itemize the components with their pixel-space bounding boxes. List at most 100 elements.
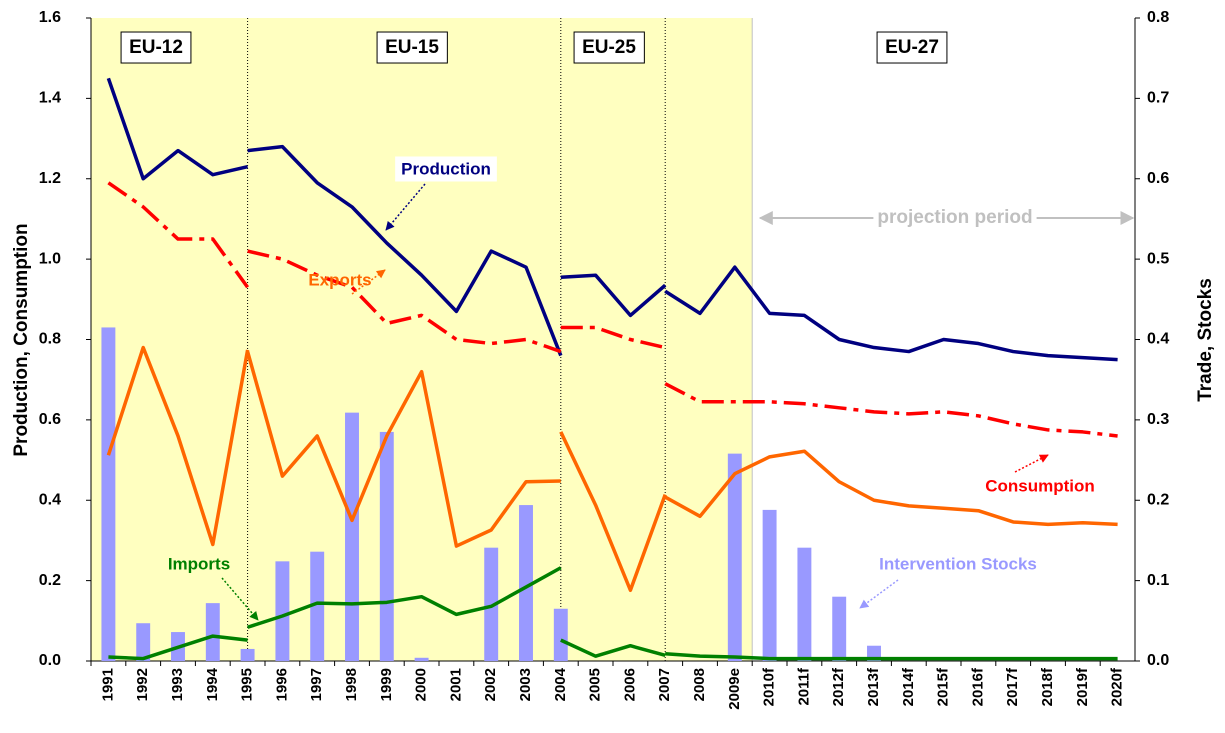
x-tick-label: 2010f <box>761 667 778 706</box>
line <box>107 181 250 289</box>
bar <box>414 657 429 661</box>
y-tick-label: 0.2 <box>39 572 61 589</box>
x-tick-label: 2020f <box>1109 667 1126 706</box>
line <box>560 638 666 658</box>
y2-axis-title: Trade, Stocks <box>1195 278 1216 402</box>
line <box>664 382 1118 438</box>
annotation-label: Intervention Stocks <box>879 554 1037 573</box>
y-tick-label: 1.2 <box>39 170 61 187</box>
x-tick-label: 2012f <box>830 667 847 706</box>
line <box>245 351 561 548</box>
period-text: EU-27 <box>885 37 939 58</box>
annotation-label: Consumption <box>985 476 1095 495</box>
line <box>560 273 667 318</box>
annotation-bg <box>873 551 1043 577</box>
x-tick-label: 2008 <box>691 668 708 701</box>
x-tick-label: 2000 <box>413 668 430 701</box>
line <box>108 634 248 661</box>
annotation-arrow <box>859 579 899 609</box>
bar <box>345 412 359 661</box>
x-tick-label: 2009e <box>726 668 743 710</box>
y2-tick-label: 0.3 <box>1147 411 1169 428</box>
x-tick-label: 2017f <box>1004 667 1021 706</box>
x-tick-label: 1997 <box>308 668 325 701</box>
annotation-bg <box>979 473 1101 499</box>
period-label: EU-12 <box>120 31 192 64</box>
period-box <box>876 31 948 64</box>
x-tick-label: 1992 <box>134 668 151 701</box>
x-tick-label: 2002 <box>482 668 499 701</box>
annotation-arrow <box>351 269 386 295</box>
bar <box>379 431 394 661</box>
bar <box>797 547 812 661</box>
x-tick-label: 1995 <box>239 668 256 701</box>
bar <box>205 603 220 661</box>
x-tick-label: 1991 <box>99 668 116 701</box>
x-tick-label: 2013f <box>865 667 882 706</box>
bar <box>553 608 568 661</box>
annotation-bg <box>395 156 497 182</box>
period-label: EU-25 <box>573 31 645 64</box>
line <box>106 77 248 181</box>
period-box <box>376 31 448 64</box>
x-tick-label: 2005 <box>587 668 604 701</box>
y-tick-label: 0.6 <box>39 411 61 428</box>
x-tick-label: 2018f <box>1039 667 1056 706</box>
x-tick-label: 2004 <box>552 667 569 701</box>
x-tick-label: 2007 <box>656 668 673 701</box>
period-label: EU-15 <box>376 31 448 64</box>
bar <box>484 547 499 661</box>
line <box>247 249 562 354</box>
annotation-label: Production <box>401 159 491 178</box>
line <box>106 345 250 547</box>
y2-tick-label: 0.0 <box>1147 652 1169 669</box>
y-tick-label: 0.0 <box>39 652 61 669</box>
bar <box>275 561 290 661</box>
line <box>665 652 1118 661</box>
x-tick-label: 1999 <box>378 668 395 701</box>
line <box>664 449 1118 527</box>
x-tick-label: 2003 <box>517 668 534 701</box>
x-tick-label: 2006 <box>621 668 638 701</box>
x-tick-label: 1996 <box>273 668 290 701</box>
period-text: EU-25 <box>582 37 636 58</box>
y2-tick-label: 0.1 <box>1147 572 1169 589</box>
bar <box>240 648 255 661</box>
annotation-arrow <box>1014 454 1049 473</box>
annotation-label: Imports <box>168 554 230 573</box>
annotation-arrow <box>221 577 259 621</box>
bar <box>762 509 777 661</box>
y-axis-title: Production, Consumption <box>11 223 32 456</box>
x-tick-label: 2011f <box>795 667 812 706</box>
y-tick-label: 1.4 <box>39 90 61 107</box>
period-box <box>120 31 192 64</box>
x-tick-label: 1994 <box>204 667 221 701</box>
x-tick-label: 1998 <box>343 668 360 701</box>
bar <box>832 596 847 661</box>
x-tick-label: 2001 <box>447 668 464 701</box>
y2-tick-label: 0.8 <box>1147 9 1169 26</box>
x-tick-label: 2016f <box>969 667 986 706</box>
annotation-label: Exports <box>308 270 371 289</box>
y2-tick-label: 0.6 <box>1147 170 1169 187</box>
line <box>560 325 666 350</box>
x-tick-label: 2015f <box>935 667 952 706</box>
y-tick-label: 0.4 <box>39 491 61 508</box>
bar <box>727 453 742 661</box>
y2-tick-label: 0.5 <box>1147 250 1169 267</box>
period-text: EU-12 <box>129 37 183 58</box>
x-tick-label: 1993 <box>169 668 186 701</box>
line <box>247 566 562 629</box>
line <box>664 265 1118 362</box>
period-label: EU-27 <box>876 31 948 64</box>
x-tick-label: 2014f <box>900 667 917 706</box>
y2-tick-label: 0.4 <box>1147 331 1169 348</box>
projection-label: projection period <box>877 207 1032 228</box>
bar <box>101 327 116 661</box>
y-tick-label: 0.8 <box>39 331 61 348</box>
y-tick-label: 1.0 <box>39 250 61 267</box>
y-tick-label: 1.6 <box>39 9 61 26</box>
x-tick-label: 2019f <box>1074 667 1091 706</box>
line <box>559 431 667 593</box>
bar <box>519 505 533 661</box>
